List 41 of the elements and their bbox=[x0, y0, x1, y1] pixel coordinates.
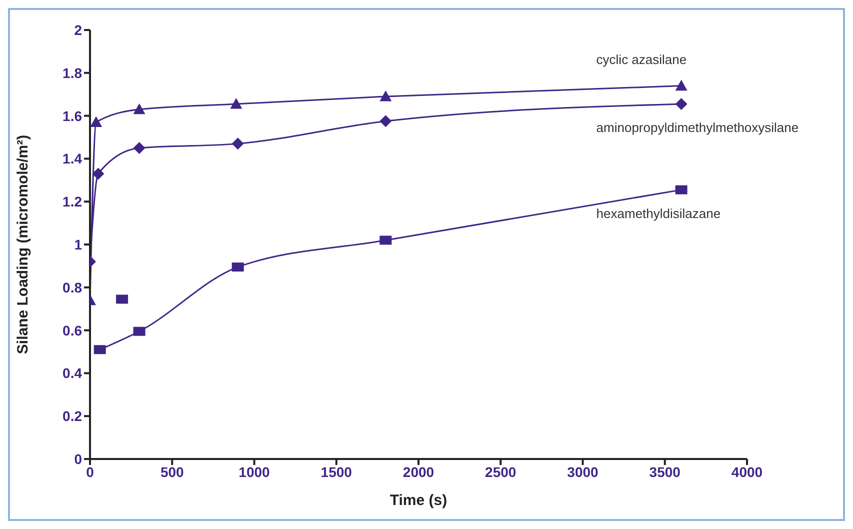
x-axis-title: Time (s) bbox=[390, 492, 448, 509]
x-tick-label: 500 bbox=[160, 464, 184, 480]
x-tick-label: 1000 bbox=[238, 464, 270, 480]
point bbox=[675, 185, 688, 194]
y-tick-label: 0 bbox=[74, 450, 82, 467]
point bbox=[232, 262, 244, 272]
series-label: hexamethyldisilazane bbox=[596, 206, 721, 221]
y-tick-label: 0.8 bbox=[62, 279, 82, 296]
point bbox=[675, 80, 688, 91]
series-label: aminopropyldimethylmethoxysilane bbox=[596, 120, 799, 136]
y-tick-label: 0.2 bbox=[62, 408, 82, 424]
y-axis-title: Silane Loading (micromole/m²) bbox=[14, 134, 32, 354]
x-tick-label: 2500 bbox=[485, 464, 516, 480]
point bbox=[232, 138, 244, 150]
point bbox=[133, 103, 146, 114]
x-tick-label: 3000 bbox=[567, 464, 599, 480]
point bbox=[116, 294, 128, 304]
point bbox=[133, 326, 146, 336]
point bbox=[380, 115, 392, 128]
point bbox=[230, 98, 242, 109]
y-tick-label: 2 bbox=[74, 22, 82, 38]
point bbox=[92, 168, 104, 180]
x-tick-label: 3500 bbox=[649, 464, 681, 480]
y-tick-label: 1.4 bbox=[62, 150, 82, 167]
point bbox=[380, 90, 392, 102]
y-tick-label: 0.4 bbox=[62, 365, 82, 382]
y-tick-label: 1.6 bbox=[62, 108, 82, 124]
point bbox=[90, 116, 102, 128]
point bbox=[380, 236, 392, 245]
y-tick-label: 0.6 bbox=[62, 322, 82, 338]
y-tick-label: 1.8 bbox=[62, 64, 82, 81]
series-label: cyclic azasilane bbox=[596, 52, 687, 67]
point bbox=[133, 142, 146, 154]
y-tick-label: 1 bbox=[74, 236, 82, 252]
x-tick-label: 1500 bbox=[320, 464, 352, 480]
point bbox=[94, 345, 106, 354]
point bbox=[675, 98, 688, 110]
x-tick-label: 2000 bbox=[402, 464, 434, 480]
y-tick-label: 1.2 bbox=[62, 194, 82, 210]
x-tick-label: 0 bbox=[86, 464, 94, 480]
x-tick-label: 4000 bbox=[731, 464, 763, 480]
